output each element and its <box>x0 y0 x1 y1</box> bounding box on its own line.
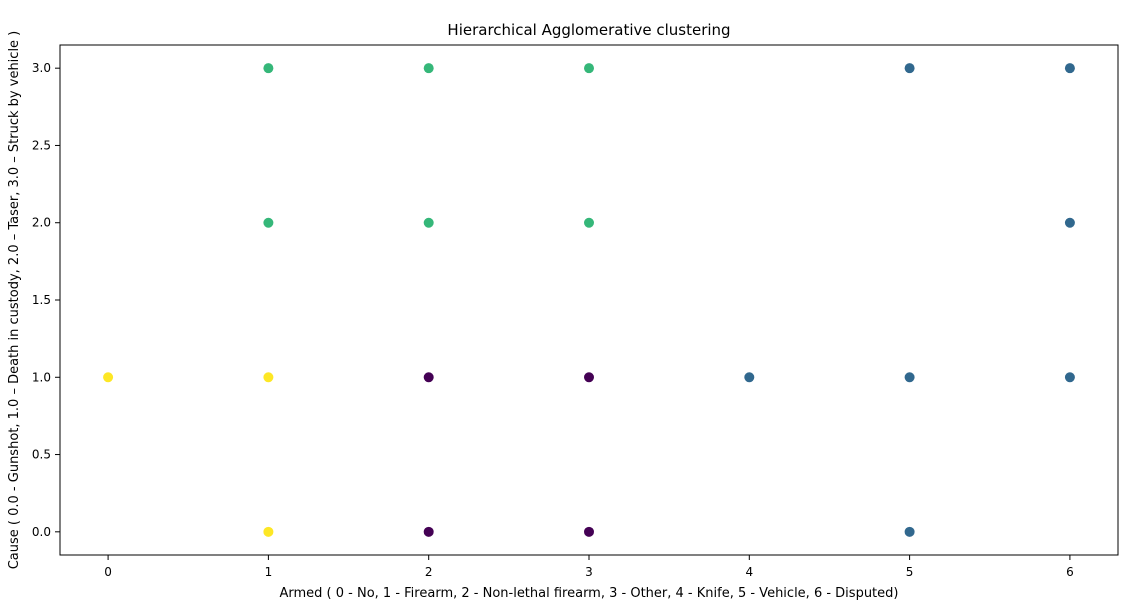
data-point-cluster-3 <box>263 372 274 383</box>
x-tick-label: 2 <box>425 565 433 579</box>
x-tick-label: 1 <box>265 565 273 579</box>
y-tick-label: 0.0 <box>32 525 51 539</box>
y-axis: 0.0 0.5 1.0 1.5 2.0 2.5 3.0 <box>32 61 60 539</box>
x-tick-label: 5 <box>906 565 914 579</box>
data-point-cluster-1 <box>744 372 755 383</box>
data-point-cluster-2 <box>423 63 434 74</box>
data-point-cluster-1 <box>904 372 915 383</box>
x-tick-label: 4 <box>745 565 753 579</box>
data-point-cluster-2 <box>584 217 594 228</box>
data-point-cluster-0 <box>584 372 594 383</box>
chart-title: Hierarchical Agglomerative clustering <box>447 21 730 39</box>
y-tick-label: 0.5 <box>32 448 51 462</box>
data-point-cluster-1 <box>1064 372 1075 383</box>
y-tick-label: 2.0 <box>32 216 51 230</box>
points-layer <box>103 63 1075 537</box>
data-point-cluster-2 <box>584 63 594 74</box>
x-axis-label: Armed ( 0 - No, 1 - Firearm, 2 - Non-let… <box>280 586 899 601</box>
y-tick-label: 1.0 <box>32 370 51 384</box>
data-point-cluster-3 <box>263 526 274 537</box>
data-point-cluster-0 <box>423 526 434 537</box>
y-tick-label: 1.5 <box>32 293 51 307</box>
data-point-cluster-1 <box>904 63 915 74</box>
data-point-cluster-2 <box>263 217 274 228</box>
x-axis: 0 1 2 3 4 5 6 <box>104 555 1074 579</box>
data-point-cluster-1 <box>904 526 915 537</box>
data-point-cluster-3 <box>103 372 114 383</box>
x-tick-label: 6 <box>1066 565 1074 579</box>
y-axis-label: Cause ( 0.0 - Gunshot, 1.0 – Death in cu… <box>7 31 22 570</box>
data-point-cluster-2 <box>423 217 434 228</box>
data-point-cluster-0 <box>423 372 434 383</box>
data-point-cluster-0 <box>584 526 594 537</box>
x-tick-label: 0 <box>104 565 112 579</box>
data-point-cluster-2 <box>263 63 274 74</box>
x-tick-label: 3 <box>585 565 593 579</box>
data-point-cluster-1 <box>1064 63 1075 74</box>
data-point-cluster-1 <box>1064 217 1075 228</box>
y-tick-label: 3.0 <box>32 61 51 75</box>
y-tick-label: 2.5 <box>32 138 51 152</box>
plot-frame <box>59 44 1119 556</box>
